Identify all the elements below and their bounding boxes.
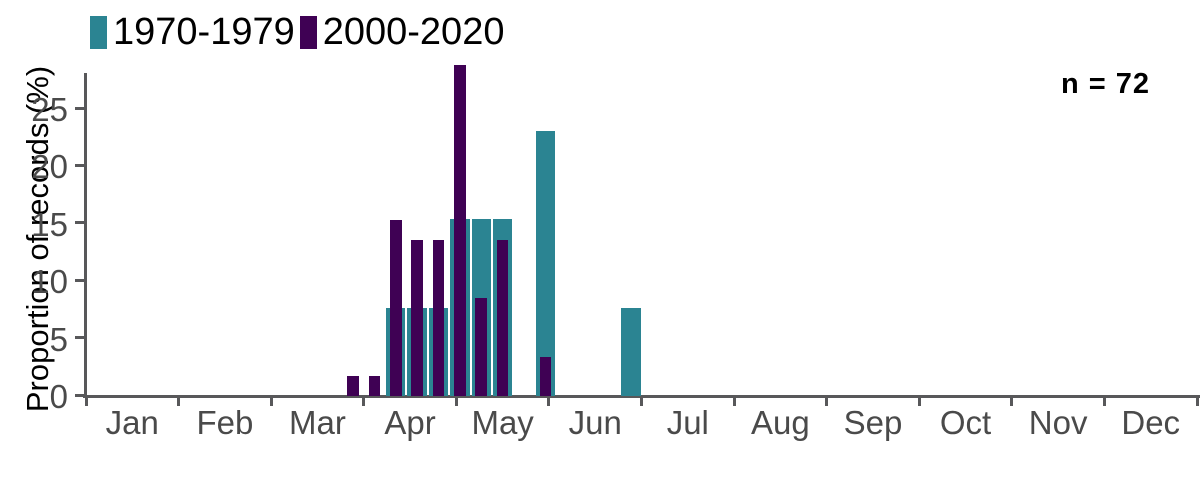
x-axis-tick (362, 397, 366, 406)
y-axis-tick-label: 5 (49, 320, 68, 358)
bar-2000-2020-week-18 (475, 298, 488, 396)
x-axis-label-apr: Apr (384, 404, 436, 441)
legend-label-1970-1979: 1970-1979 (113, 11, 295, 53)
x-axis-tick (640, 397, 643, 406)
bar-2000-2020-week-19 (496, 239, 509, 396)
y-axis-tick-label: 25 (31, 91, 68, 128)
x-axis-tick (1010, 397, 1014, 406)
bar-2000-2020-week-14 (389, 220, 402, 396)
y-axis-tick-label: 10 (31, 263, 68, 301)
y-axis-tick (75, 106, 84, 110)
x-axis-label-jul: Jul (666, 404, 709, 441)
y-axis-tick-label: 15 (31, 205, 68, 243)
bar-2000-2020-week-13 (368, 376, 381, 396)
x-axis-tick (84, 397, 88, 406)
y-axis-tick (75, 163, 84, 167)
x-axis-label-aug: Aug (751, 404, 810, 441)
y-axis-line (84, 73, 87, 398)
y-axis-tick (75, 278, 84, 282)
x-axis-label-nov: Nov (1028, 404, 1088, 441)
bar-2000-2020-week-16 (432, 239, 445, 396)
bar-2000-2020-week-21 (539, 356, 552, 396)
bar-1970-1979-week-21 (535, 130, 556, 396)
bar-2000-2020-week-15 (411, 239, 423, 396)
x-axis-tick (269, 397, 273, 406)
bar-2000-2020-week-12 (347, 376, 359, 396)
x-axis-label-oct: Oct (939, 404, 992, 441)
legend-item-1970-1979: 1970-1979 (90, 13, 295, 51)
y-axis-tick-label: 20 (31, 148, 68, 186)
x-axis-label-dec: Dec (1121, 404, 1181, 441)
legend-swatch-2000-2020-icon (299, 15, 317, 49)
x-axis-tick (177, 397, 181, 406)
x-axis-label-feb: Feb (196, 404, 254, 441)
y-axis-tick (75, 336, 84, 340)
x-axis-label-may: May (471, 404, 534, 441)
x-axis-tick (917, 397, 921, 406)
x-axis-tick (732, 397, 736, 406)
legend-label-2000-2020: 2000-2020 (322, 11, 505, 53)
bar-2000-2020-week-17 (454, 65, 466, 396)
y-axis-tick (75, 221, 84, 225)
sample-size-annotation: n = 72 (1060, 68, 1150, 100)
x-axis-tick (825, 397, 829, 406)
x-axis-label-mar: Mar (289, 404, 346, 441)
x-axis-label-sep: Sep (843, 404, 903, 441)
y-axis-tick (75, 393, 84, 397)
y-axis-tick-label: 0 (49, 378, 68, 415)
x-axis-label-jun: Jun (568, 404, 622, 441)
legend-item-2000-2020: 2000-2020 (299, 11, 505, 53)
legend-swatch-1970-1979-icon (90, 15, 107, 49)
x-axis-tick (1102, 397, 1106, 406)
x-axis-tick (547, 397, 551, 406)
bar-1970-1979-week-25 (621, 307, 641, 396)
legend: 1970-1979 2000-2020 (90, 13, 504, 51)
x-axis-line (83, 395, 1200, 398)
x-axis-tick (1195, 397, 1199, 406)
x-axis-label-jan: Jan (105, 404, 159, 441)
x-axis-tick (454, 397, 458, 406)
